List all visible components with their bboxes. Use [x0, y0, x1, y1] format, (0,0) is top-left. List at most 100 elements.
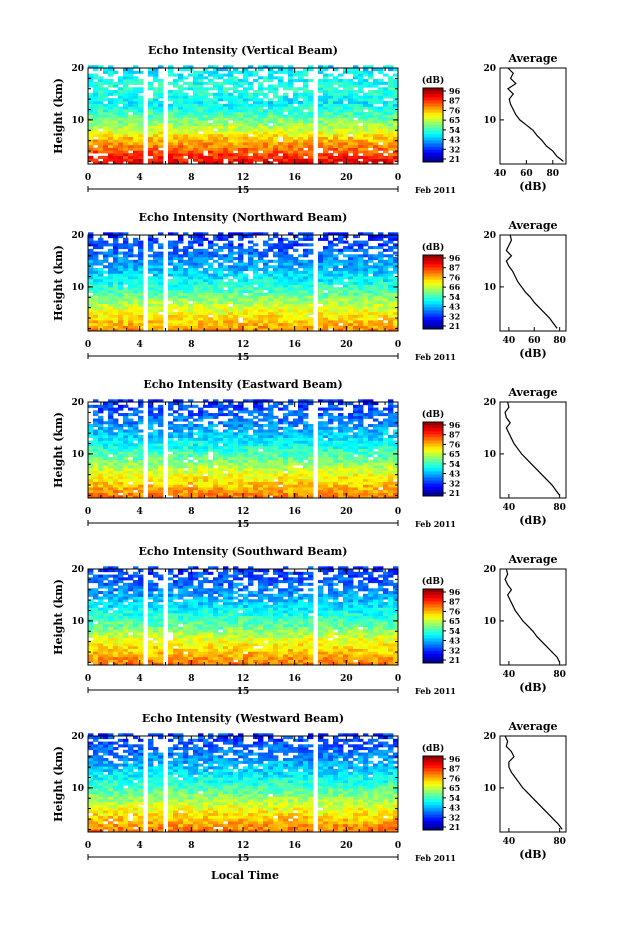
heatmap-cell [383, 303, 389, 307]
heatmap-cell [288, 131, 294, 135]
heatmap-cell [238, 270, 244, 274]
heatmap-cell [203, 144, 209, 148]
heatmap-cell [213, 306, 219, 310]
heatmap-cell [253, 150, 259, 154]
heatmap-cell [368, 322, 374, 326]
heatmap-cell [203, 125, 209, 129]
heatmap-cell [173, 448, 179, 452]
colorbar-swatch [423, 152, 443, 157]
heatmap-cell [278, 84, 284, 88]
heatmap-cell [263, 300, 269, 304]
heatmap-cell [118, 246, 124, 250]
heatmap-cell [93, 147, 99, 151]
heatmap-cell [323, 73, 329, 77]
heatmap-cell [203, 300, 209, 304]
heatmap-cell [253, 125, 259, 129]
heatmap-cell [128, 322, 134, 326]
heatmap-cell [98, 303, 104, 307]
heatmap-cell [273, 278, 279, 283]
heatmap-cell [198, 100, 204, 105]
heatmap-cell [193, 478, 199, 482]
heatmap-cell [238, 147, 244, 151]
heatmap-cell [223, 487, 229, 491]
heatmap-cell [183, 306, 189, 310]
heatmap-cell [128, 289, 134, 293]
heatmap-cell [233, 106, 239, 110]
heatmap-cell [243, 295, 249, 299]
heatmap-cell [183, 248, 189, 252]
heatmap-cell [218, 407, 224, 411]
heatmap-cell [233, 459, 239, 463]
heatmap-cell [113, 136, 119, 140]
heatmap-cell [348, 243, 354, 247]
heatmap-cell [358, 111, 364, 116]
heatmap-cell [213, 109, 219, 113]
heatmap-cell [133, 284, 139, 288]
heatmap-cell [103, 240, 109, 244]
heatmap-cell [198, 418, 204, 422]
heatmap-cell [323, 284, 329, 288]
heatmap-cell [208, 273, 214, 277]
heatmap-cell [108, 300, 114, 304]
heatmap-cell [283, 295, 289, 299]
heatmap-cell [258, 426, 264, 430]
heatmap-cell [293, 155, 299, 159]
heatmap-cell [248, 459, 254, 463]
heatmap-cell [333, 79, 339, 83]
heatmap-cell [208, 103, 214, 107]
heatmap-cell [333, 248, 339, 252]
heatmap-cell [218, 470, 224, 474]
heatmap-cell [148, 139, 154, 143]
heatmap-cell [198, 476, 204, 480]
heatmap-cell [238, 128, 244, 132]
heatmap-cell [118, 262, 124, 266]
colorbar-swatch [423, 307, 443, 311]
heatmap-cell [208, 243, 214, 247]
heatmap-cell [88, 448, 94, 452]
heatmap-cell [103, 287, 109, 291]
heatmap-cell [318, 142, 324, 146]
heatmap-cell [93, 328, 99, 332]
heatmap-cell [153, 473, 159, 477]
heatmap-cell [103, 478, 109, 482]
heatmap-cell [128, 251, 134, 255]
heatmap-cell [93, 454, 99, 458]
heatmap-cell [393, 232, 399, 236]
heatmap-cell [368, 136, 374, 140]
heatmap-cell [243, 70, 249, 74]
heatmap-cell [303, 292, 309, 296]
heatmap-cell [248, 454, 254, 458]
heatmap-cell [113, 267, 119, 272]
heatmap-cell [108, 284, 114, 288]
heatmap-cell [298, 133, 304, 137]
heatmap-cell [168, 161, 174, 165]
heatmap-cell [258, 413, 264, 417]
colorbar-swatch [423, 121, 443, 126]
heatmap-cell [88, 443, 94, 447]
heatmap-cell [263, 65, 269, 69]
heatmap-cell [158, 100, 164, 105]
heatmap-cell [393, 133, 399, 137]
heatmap-cell [333, 270, 339, 274]
heatmap-cell [118, 295, 124, 299]
heatmap-cell [328, 120, 334, 124]
heatmap-cell [138, 443, 144, 447]
heatmap-cell [93, 473, 99, 477]
heatmap-cell [98, 465, 104, 469]
heatmap-cell [233, 117, 239, 121]
heatmap-cell [123, 418, 129, 422]
heatmap-cell [188, 144, 194, 148]
heatmap-cell [228, 410, 234, 414]
heatmap-cell [128, 254, 134, 258]
heatmap-cell [108, 248, 114, 252]
heatmap-cell [233, 84, 239, 88]
heatmap-cell [203, 142, 209, 146]
heatmap-cell [113, 262, 119, 266]
heatmap-cell [178, 100, 184, 105]
heatmap-cell [93, 495, 99, 499]
heatmap-cell [203, 278, 209, 283]
heatmap-cell [268, 259, 274, 263]
heatmap-cell [303, 270, 309, 274]
heatmap-cell [118, 407, 124, 411]
